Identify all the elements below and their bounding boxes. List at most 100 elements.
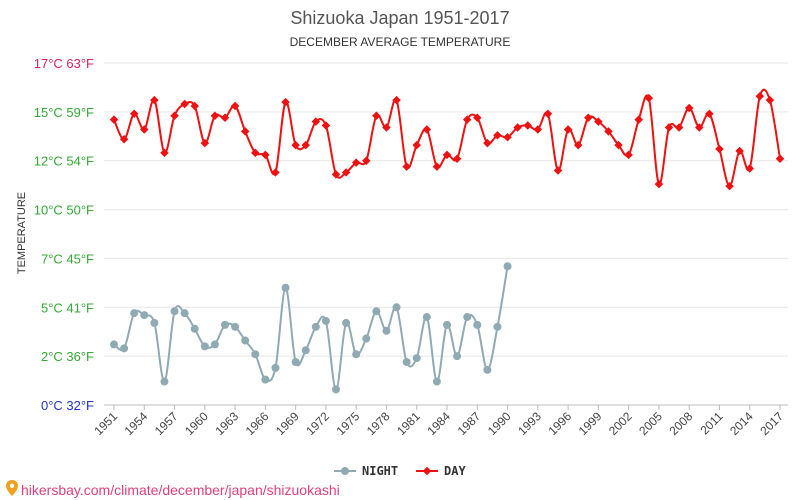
data-point-night[interactable] (382, 326, 391, 335)
data-point-day[interactable] (129, 109, 139, 119)
legend[interactable]: NIGHT DAY (334, 464, 466, 478)
data-point-day[interactable] (190, 101, 199, 111)
x-tick-label: 1996 (545, 409, 574, 438)
data-point-night[interactable] (402, 358, 411, 367)
data-point-night[interactable] (190, 324, 199, 333)
data-point-day[interactable] (180, 99, 189, 109)
source-link[interactable]: hikersbay.com/climate/december/japan/shi… (21, 482, 340, 498)
data-point-night[interactable] (342, 318, 351, 327)
data-point-night[interactable] (301, 346, 310, 355)
data-point-night[interactable] (221, 320, 229, 329)
data-point-day[interactable] (473, 113, 482, 122)
data-point-night[interactable] (120, 344, 129, 353)
data-point-day[interactable] (442, 150, 452, 160)
legend-label-night: NIGHT (362, 464, 398, 478)
legend-label-day: DAY (444, 464, 466, 478)
data-point-day[interactable] (291, 140, 300, 150)
data-point-day[interactable] (140, 125, 149, 134)
data-point-night[interactable] (473, 320, 482, 329)
data-point-night[interactable] (130, 309, 139, 318)
data-point-day[interactable] (483, 138, 492, 148)
data-point-night[interactable] (281, 283, 290, 292)
data-point-day[interactable] (543, 109, 553, 119)
data-point-night[interactable] (443, 320, 451, 329)
data-point-day[interactable] (402, 162, 411, 171)
data-point-day[interactable] (462, 115, 472, 124)
data-point-night[interactable] (291, 358, 300, 367)
data-point-day[interactable] (503, 133, 512, 142)
data-point-night[interactable] (432, 377, 441, 386)
data-point-day[interactable] (230, 101, 240, 111)
data-point-day[interactable] (584, 113, 593, 122)
data-point-day[interactable] (109, 115, 119, 124)
data-point-day[interactable] (170, 111, 179, 121)
data-point-day[interactable] (432, 162, 442, 171)
x-tick-label: 1960 (182, 409, 211, 438)
data-point-day[interactable] (452, 154, 462, 164)
data-point-night[interactable] (210, 340, 219, 349)
data-point-night[interactable] (392, 303, 401, 312)
data-point-night[interactable] (241, 336, 250, 345)
data-point-day[interactable] (493, 131, 502, 140)
data-point-night[interactable] (372, 307, 381, 316)
data-point-night[interactable] (200, 342, 209, 351)
data-point-day[interactable] (261, 150, 270, 160)
source-credit[interactable]: hikersbay.com/climate/december/japan/shi… (6, 480, 340, 498)
legend-item-day[interactable]: DAY (416, 464, 466, 478)
data-point-day[interactable] (200, 138, 210, 148)
data-point-day[interactable] (321, 121, 331, 130)
data-point-day[interactable] (755, 91, 765, 101)
data-point-night[interactable] (170, 307, 179, 316)
data-point-night[interactable] (463, 313, 472, 322)
data-point-day[interactable] (715, 144, 724, 154)
data-point-day[interactable] (412, 140, 421, 150)
data-point-night[interactable] (453, 352, 462, 361)
data-point-day[interactable] (220, 113, 230, 122)
data-point-night[interactable] (311, 322, 320, 331)
data-point-night[interactable] (180, 309, 189, 318)
data-point-night[interactable] (321, 316, 330, 325)
data-point-night[interactable] (231, 322, 240, 331)
data-point-night[interactable] (483, 365, 492, 374)
data-point-night[interactable] (412, 354, 421, 363)
data-point-day[interactable] (674, 123, 684, 132)
data-point-night[interactable] (332, 385, 340, 394)
y-tick-label: 15°C 59°F (34, 105, 94, 120)
data-point-night[interactable] (422, 313, 431, 322)
data-point-day[interactable] (271, 168, 280, 177)
data-point-day[interactable] (281, 97, 290, 107)
data-point-day[interactable] (634, 115, 643, 124)
data-point-day[interactable] (523, 121, 532, 130)
data-point-day[interactable] (210, 111, 220, 121)
data-point-day[interactable] (392, 95, 401, 105)
data-point-night[interactable] (251, 350, 260, 359)
data-point-night[interactable] (110, 340, 118, 349)
data-point-night[interactable] (493, 322, 502, 331)
legend-item-night[interactable]: NIGHT (334, 464, 398, 478)
chart-title: Shizuoka Japan 1951-2017 (290, 8, 509, 28)
data-point-day[interactable] (362, 156, 371, 165)
data-point-day[interactable] (624, 150, 633, 160)
data-point-night[interactable] (362, 334, 371, 343)
data-point-day[interactable] (331, 170, 341, 179)
data-point-day[interactable] (765, 95, 775, 105)
data-point-day[interactable] (341, 168, 351, 177)
data-point-day[interactable] (311, 117, 321, 126)
data-point-night[interactable] (150, 318, 159, 327)
data-point-day[interactable] (372, 111, 381, 121)
data-point-day[interactable] (150, 95, 159, 105)
data-point-day[interactable] (160, 148, 169, 158)
data-point-night[interactable] (160, 377, 169, 386)
data-point-day[interactable] (382, 123, 391, 132)
data-point-night[interactable] (503, 262, 512, 271)
data-point-night[interactable] (352, 350, 361, 359)
data-point-night[interactable] (261, 375, 270, 384)
data-point-day[interactable] (240, 127, 250, 136)
data-point-day[interactable] (119, 134, 129, 144)
data-point-night[interactable] (271, 363, 280, 372)
data-point-day[interactable] (775, 154, 785, 164)
data-point-night[interactable] (140, 311, 149, 320)
legend-marker (341, 467, 349, 475)
data-point-day[interactable] (422, 125, 432, 134)
data-point-day[interactable] (301, 140, 310, 150)
